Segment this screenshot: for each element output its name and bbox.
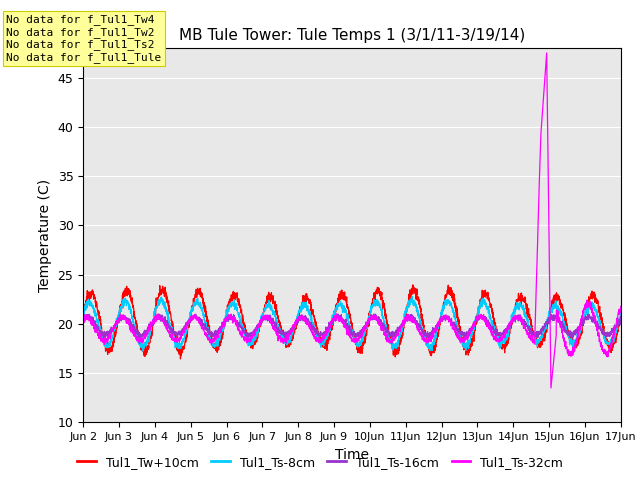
Tul1_Ts-32cm bbox=[483, 324, 491, 329]
Y-axis label: Temperature (C): Temperature (C) bbox=[38, 179, 52, 292]
Tul1_Ts-8cm bbox=[524, 316, 531, 322]
Tul1_Ts-16cm bbox=[454, 330, 462, 336]
Line: Tul1_Ts-32cm: Tul1_Ts-32cm bbox=[83, 53, 621, 388]
Tul1_Ts-32cm bbox=[523, 330, 531, 336]
Tul1_Tw+10cm bbox=[455, 319, 463, 325]
Tul1_Ts-8cm bbox=[617, 310, 625, 316]
Line: Tul1_Ts-16cm: Tul1_Ts-16cm bbox=[83, 314, 621, 338]
Tul1_Ts-8cm bbox=[79, 314, 87, 320]
Tul1_Tw+10cm bbox=[483, 296, 491, 301]
Tul1_Ts-16cm bbox=[370, 311, 378, 317]
Tul1_Ts-8cm bbox=[455, 330, 463, 336]
Tul1_Tw+10cm bbox=[524, 305, 531, 311]
Tul1_Ts-32cm bbox=[250, 332, 257, 338]
Tul1_Tw+10cm bbox=[410, 282, 417, 288]
Tul1_Ts-16cm bbox=[420, 329, 428, 335]
Line: Tul1_Tw+10cm: Tul1_Tw+10cm bbox=[83, 285, 621, 359]
Tul1_Ts-8cm bbox=[250, 337, 258, 343]
Legend: Tul1_Tw+10cm, Tul1_Ts-8cm, Tul1_Ts-16cm, Tul1_Ts-32cm: Tul1_Tw+10cm, Tul1_Ts-8cm, Tul1_Ts-16cm,… bbox=[72, 451, 568, 474]
Tul1_Ts-32cm bbox=[454, 336, 462, 341]
Tul1_Tw+10cm bbox=[617, 313, 625, 319]
Text: No data for f_Tul1_Tw4
No data for f_Tul1_Tw2
No data for f_Tul1_Ts2
No data for: No data for f_Tul1_Tw4 No data for f_Tul… bbox=[6, 14, 162, 63]
Tul1_Ts-32cm bbox=[420, 334, 428, 340]
Tul1_Ts-32cm bbox=[547, 385, 555, 391]
Tul1_Ts-8cm bbox=[454, 329, 462, 335]
Tul1_Tw+10cm bbox=[177, 356, 184, 362]
Tul1_Ts-32cm bbox=[617, 303, 625, 309]
Tul1_Ts-16cm bbox=[454, 328, 462, 334]
Tul1_Ts-16cm bbox=[617, 313, 625, 319]
Tul1_Ts-8cm bbox=[483, 306, 491, 312]
X-axis label: Time: Time bbox=[335, 448, 369, 462]
Tul1_Tw+10cm bbox=[454, 322, 462, 327]
Tul1_Ts-16cm bbox=[483, 320, 491, 326]
Tul1_Ts-32cm bbox=[454, 333, 462, 339]
Tul1_Tw+10cm bbox=[420, 330, 428, 336]
Tul1_Ts-16cm bbox=[460, 336, 468, 341]
Tul1_Tw+10cm bbox=[79, 313, 87, 319]
Tul1_Ts-8cm bbox=[139, 348, 147, 354]
Tul1_Ts-16cm bbox=[250, 330, 257, 336]
Tul1_Ts-16cm bbox=[79, 313, 87, 319]
Tul1_Ts-8cm bbox=[420, 334, 428, 339]
Line: Tul1_Ts-8cm: Tul1_Ts-8cm bbox=[83, 297, 621, 351]
Tul1_Ts-8cm bbox=[408, 294, 416, 300]
Tul1_Ts-32cm bbox=[79, 315, 87, 321]
Title: MB Tule Tower: Tule Temps 1 (3/1/11-3/19/14): MB Tule Tower: Tule Temps 1 (3/1/11-3/19… bbox=[179, 28, 525, 43]
Tul1_Tw+10cm bbox=[250, 342, 258, 348]
Tul1_Ts-16cm bbox=[524, 323, 531, 329]
Tul1_Ts-32cm bbox=[543, 50, 550, 56]
